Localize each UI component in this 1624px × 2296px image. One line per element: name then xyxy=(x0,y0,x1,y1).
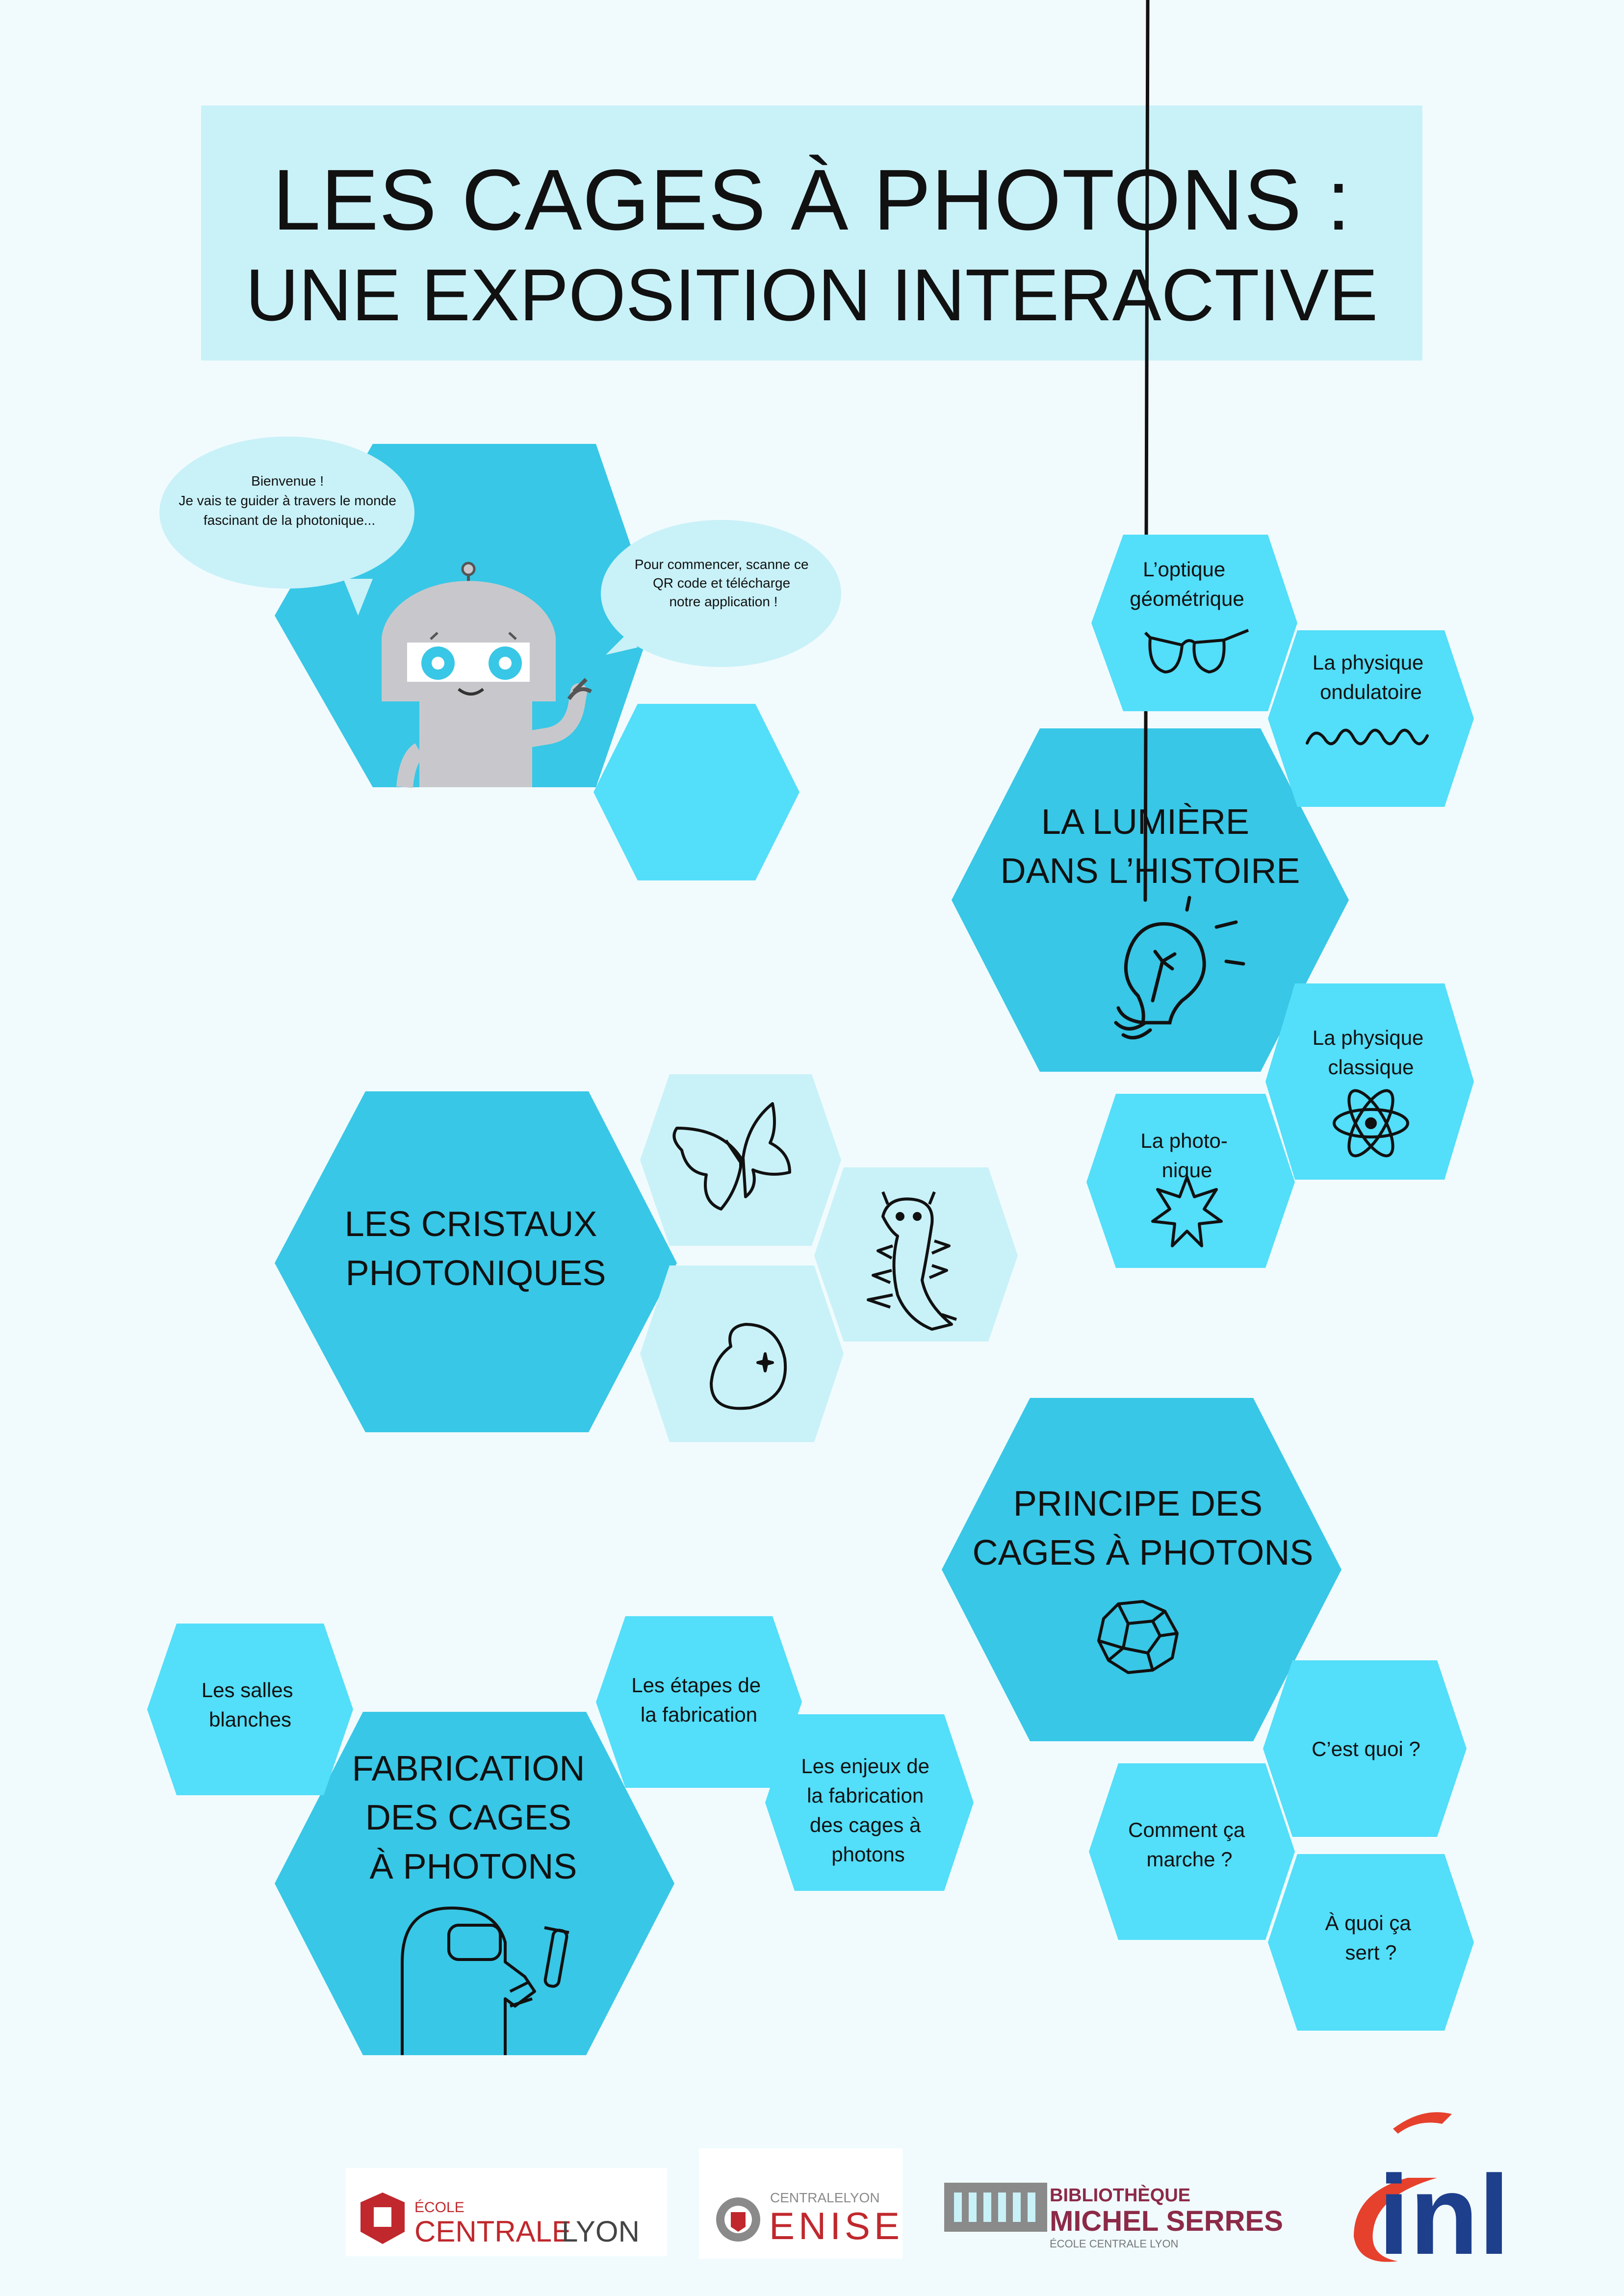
histoire-sub-optique[interactable] xyxy=(1091,535,1297,711)
optique-label: L’optique géométrique xyxy=(1130,558,1244,610)
welcome-text: Bienvenue ! Je vais te guider à travers … xyxy=(179,473,400,528)
biblio-line-1: BIBLIOTHÈQUE xyxy=(1050,2184,1190,2206)
histoire-sub-classique[interactable] xyxy=(1265,983,1474,1180)
section-principe: PRINCIPE DES CAGES À PHOTONS C’est quoi … xyxy=(942,1398,1474,2031)
fabrication-title-line-2: DES CAGES xyxy=(365,1798,571,1837)
title-line-1: LES CAGES À PHOTONS : xyxy=(272,152,1351,248)
star-burst-icon xyxy=(1151,1176,1223,1247)
etapes-label: Les étapes de la fabrication xyxy=(631,1674,767,1726)
fabrication-main-hexagon[interactable] xyxy=(275,1712,674,2055)
principe-main-hexagon[interactable] xyxy=(942,1398,1341,1741)
cristaux-title-line-2: PHOTONIQUES xyxy=(346,1254,606,1293)
salles-label: Les salles blanches xyxy=(202,1678,299,1731)
cristaux-title: LES CRISTAUX PHOTONIQUES xyxy=(345,1205,607,1293)
cristaux-main-hexagon[interactable] xyxy=(275,1091,677,1432)
wave-icon xyxy=(1306,728,1429,746)
logo-inl: inl xyxy=(1354,2112,1510,2278)
cristaux-hex-caterpillar[interactable] xyxy=(814,1167,1018,1341)
cristaux-title-line-1: LES CRISTAUX xyxy=(345,1205,597,1244)
histoire-sub-photonique[interactable] xyxy=(1086,1094,1295,1268)
robot-hexagon-group: Bienvenue ! Je vais te guider à travers … xyxy=(159,437,841,880)
qr-text: Pour commencer, scanne ce QR code et tél… xyxy=(635,557,813,609)
welcome-line-1: Bienvenue ! xyxy=(251,473,324,489)
cest-quoi-label: C’est quoi ? xyxy=(1312,1737,1420,1760)
robot-icon xyxy=(382,562,593,788)
biblio-line-2: MICHEL SERRES xyxy=(1050,2205,1283,2237)
qr-line-1: Pour commencer, scanne ce xyxy=(635,557,809,572)
opal-stone-icon xyxy=(710,1323,787,1410)
title-line-2: UNE EXPOSITION INTERACTIVE xyxy=(245,254,1378,336)
fabrication-sub-salles[interactable] xyxy=(147,1624,353,1795)
section-histoire: LA LUMIÈRE DANS L’HISTOIRE L’optique géo… xyxy=(952,0,1474,1268)
centrale-big-1: CENTRALE xyxy=(414,2215,571,2248)
speech-bubble-welcome xyxy=(159,437,414,589)
welcome-line-3: fascinant de la photonique... xyxy=(204,513,375,528)
glasses-icon xyxy=(1144,629,1249,674)
a-quoi-label: À quoi ça sert ? xyxy=(1325,1911,1417,1964)
photon-cage-icon xyxy=(1097,1600,1179,1674)
fabrication-sub-enjeux[interactable] xyxy=(765,1714,974,1891)
histoire-title-line-2: DANS L’HISTOIRE xyxy=(1001,851,1300,891)
histoire-sub-ondulatoire[interactable] xyxy=(1268,630,1474,807)
fabrication-sub-etapes[interactable] xyxy=(596,1616,802,1788)
classique-label: La physique classique xyxy=(1313,1026,1429,1079)
section-fabrication: FABRICATION DES CAGES À PHOTONS Les sall… xyxy=(147,1616,974,2055)
principe-title-line-2: CAGES À PHOTONS xyxy=(973,1533,1314,1573)
cristaux-hex-opal[interactable] xyxy=(640,1265,844,1442)
comment-label: Comment ça marche ? xyxy=(1128,1818,1251,1871)
fabrication-title-line-1: FABRICATION xyxy=(352,1749,585,1788)
qr-line-2: QR code et télécharge xyxy=(653,575,790,591)
principe-sub-cest-quoi[interactable] xyxy=(1263,1660,1467,1837)
logo-bibliotheque-michel-serres: BIBLIOTHÈQUE MICHEL SERRES ÉCOLE CENTRAL… xyxy=(944,2183,1283,2250)
principe-title: PRINCIPE DES CAGES À PHOTONS xyxy=(973,1484,1314,1573)
title-banner: LES CAGES À PHOTONS : UNE EXPOSITION INT… xyxy=(201,105,1422,361)
biblio-line-3: ÉCOLE CENTRALE LYON xyxy=(1050,2238,1178,2250)
welcome-line-2: Je vais te guider à travers le monde xyxy=(179,493,396,508)
photonique-label: La photo- nique xyxy=(1140,1129,1233,1182)
qr-hexagon[interactable] xyxy=(593,704,799,880)
inl-text: inl xyxy=(1378,2152,1510,2278)
atom-icon xyxy=(1333,1089,1409,1158)
enise-big: ENISE xyxy=(769,2204,903,2247)
logo-enise: CENTRALELYON ENISE xyxy=(699,2148,903,2259)
light-bulb-icon xyxy=(1114,0,1245,1040)
fabrication-title-line-3: À PHOTONS xyxy=(370,1847,577,1886)
enise-small: CENTRALELYON xyxy=(770,2190,880,2205)
cleanroom-worker-icon xyxy=(401,1907,569,2055)
centrale-small: ÉCOLE xyxy=(414,2199,464,2216)
qr-line-3: notre application ! xyxy=(669,594,777,609)
caterpillar-icon xyxy=(867,1191,957,1331)
fabrication-title: FABRICATION DES CAGES À PHOTONS xyxy=(352,1749,595,1886)
centrale-big-2: LYON xyxy=(562,2215,640,2248)
logo-centrale-lyon: ÉCOLE CENTRALE LYON xyxy=(346,2168,667,2256)
principe-sub-comment[interactable] xyxy=(1089,1763,1295,1940)
principe-title-line-1: PRINCIPE DES xyxy=(1013,1484,1263,1523)
section-cristaux: LES CRISTAUX PHOTONIQUES xyxy=(275,1074,1018,1442)
partner-logos: ÉCOLE CENTRALE LYON CENTRALELYON ENISE xyxy=(346,2112,1510,2278)
speech-bubble-qr xyxy=(601,520,841,667)
principe-sub-a-quoi[interactable] xyxy=(1268,1854,1474,2031)
ondulatoire-label: La physique ondulatoire xyxy=(1313,651,1429,703)
butterfly-icon xyxy=(672,1102,791,1211)
histoire-main-hexagon[interactable] xyxy=(952,728,1349,1072)
enjeux-label: Les enjeux de la fabrication des cages à… xyxy=(801,1754,935,1866)
